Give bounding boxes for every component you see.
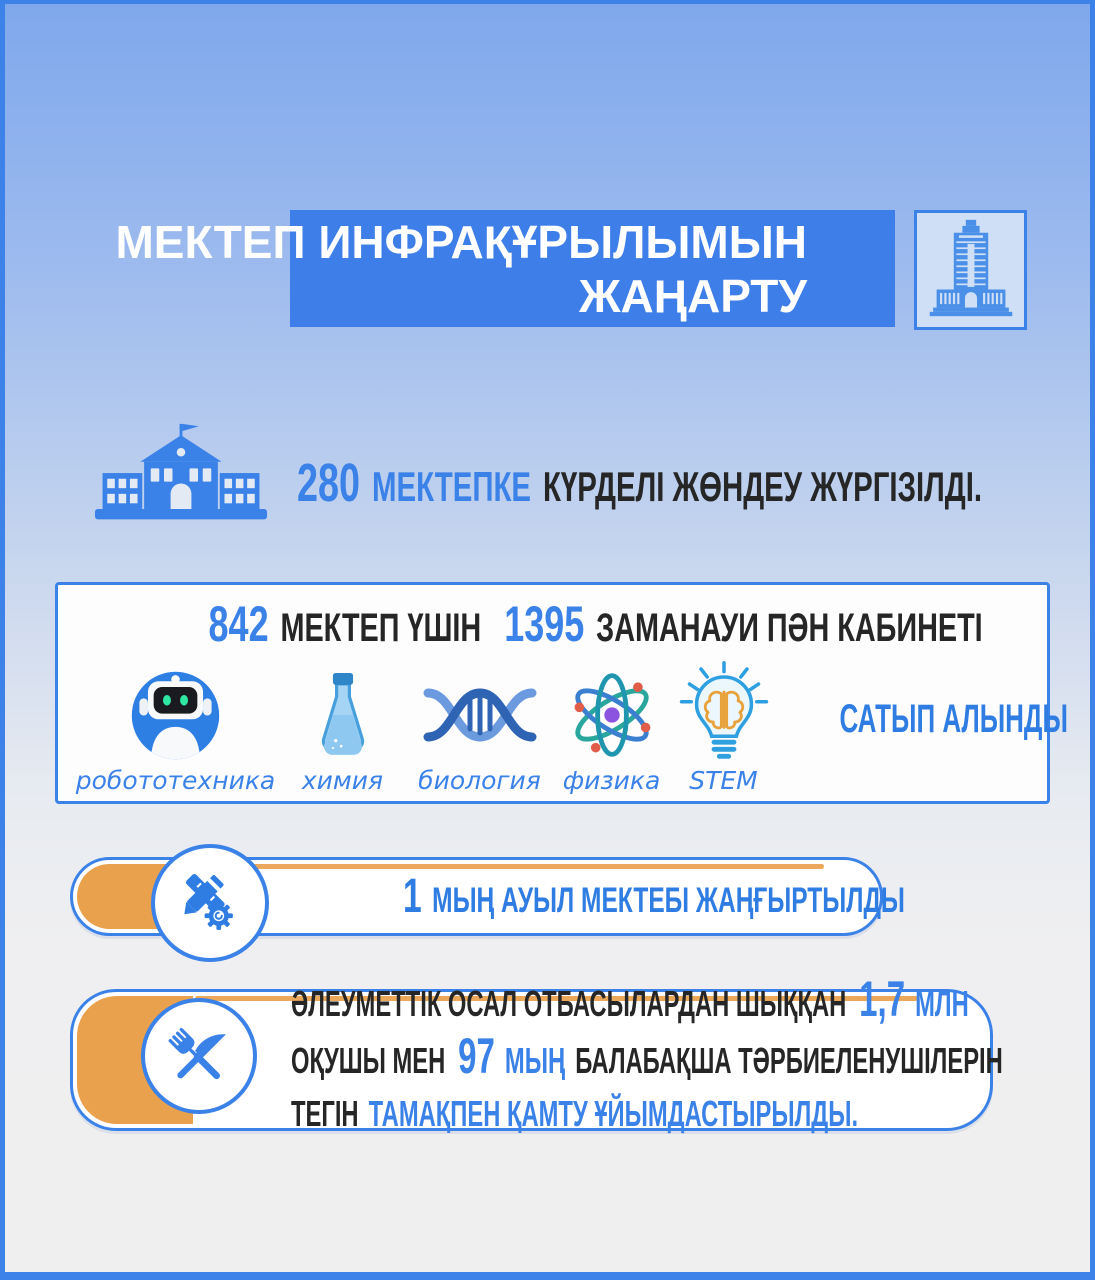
title-line-2: ЖАҢАРТУ [578, 269, 807, 322]
subject-stem: STEM [676, 661, 771, 797]
stem-bulb-icon [678, 661, 770, 765]
classrooms-cabinets-label: ЗАМАНАУИ ПӘН КАБИНЕТІ [596, 606, 983, 650]
classrooms-num-cabinets: 1395 [504, 596, 585, 652]
orange-accent-stripe [225, 864, 824, 869]
village-schools-text: 1 МЫҢ АУЫЛ МЕКТЕБІ ЖАҢҒЫРТЫЛДЫ [403, 860, 1090, 933]
subject-label: химия [301, 766, 384, 795]
government-building-box [914, 210, 1027, 330]
village-schools-pill: 1 МЫҢ АУЫЛ МЕКТЕБІ ЖАҢҒЫРТЫЛДЫ [70, 844, 905, 962]
purchased-label: САТЫП АЛЫНДЫ [839, 697, 1068, 741]
meals-line1-dark: ӘЛЕУМЕТТІК ОСАЛ ОТБАСЫЛАРДАН ШЫҚҚАН [291, 982, 847, 1024]
subject-physics: физика [559, 665, 664, 797]
subjects-row: робототехника химия [75, 661, 798, 797]
repairs-highlight: МЕКТЕПКЕ [372, 463, 532, 510]
repairs-rest: КҮРДЕЛІ ЖӨНДЕУ ЖҮРГІЗІЛДІ. [542, 463, 983, 510]
meals-line3-blue: ТАМАҚПЕН ҚАМТУ ҰЙЫМДАСТЫРЫЛДЫ. [368, 1092, 859, 1134]
flask-icon [311, 665, 375, 765]
free-meals-text: ӘЛЕУМЕТТІК ОСАЛ ОТБАСЫЛАРДАН ШЫҚҚАН 1,7 … [291, 974, 1090, 1134]
atom-icon [564, 665, 660, 765]
subject-chemistry: химия [285, 665, 400, 797]
classrooms-box: 842 МЕКТЕП ҮШІН 1395 ЗАМАНАУИ ПӘН КАБИНЕ… [55, 582, 1068, 804]
subject-label: биология [418, 766, 541, 795]
meals-line1-number: 1,7 [859, 970, 906, 1027]
meals-line2-dark2: БАЛАБАҚША ТӘРБИЕЛЕНУШІЛЕРІН [575, 1039, 1003, 1081]
meals-line2-dark1: ОҚУШЫ МЕН [291, 1039, 446, 1081]
school-building-icon [91, 422, 271, 526]
free-meals-pill: ӘЛЕУМЕТТІК ОСАЛ ОТБАСЫЛАРДАН ШЫҚҚАН 1,7 … [70, 974, 1003, 1134]
capital-repairs-text: 280 МЕКТЕПКЕ КҮРДЕЛІ ЖӨНДЕУ ЖҮРГІЗІЛДІ. [297, 442, 1090, 524]
repairs-number: 280 [297, 453, 361, 513]
classrooms-num-schools: 842 [208, 596, 269, 652]
subject-label: STEM [689, 766, 758, 795]
dna-icon [419, 665, 541, 765]
meals-line2-number: 97 [458, 1027, 495, 1084]
government-building-icon [928, 217, 1014, 324]
title-banner: МЕКТЕП ИНФРАҚҰРЫЛЫМЫН ЖАҢАРТУ [115, 210, 895, 327]
classrooms-heading: 842 МЕКТЕП ҮШІН 1395 ЗАМАНАУИ ПӘН КАБИНЕ… [58, 595, 1047, 653]
meals-line1-unit: МЛН [915, 982, 969, 1024]
village-schools-number: 1 [403, 870, 422, 923]
subject-label: робототехника [75, 766, 276, 795]
meals-line3-dark: ТЕГІН [291, 1092, 359, 1134]
village-schools-label: МЫҢ АУЫЛ МЕКТЕБІ ЖАҢҒЫРТЫЛДЫ [432, 881, 905, 920]
pencil-gear-icon [151, 844, 269, 962]
subject-biology: биология [412, 665, 547, 797]
subject-robotics: робототехника [75, 665, 276, 797]
classrooms-schools-label: МЕКТЕП ҮШІН [280, 606, 482, 650]
fork-knife-icon [141, 998, 257, 1114]
orange-accent-stripe [195, 996, 918, 1001]
title-line-1: МЕКТЕП ИНФРАҚҰРЫЛЫМЫН [115, 215, 807, 268]
robot-icon [128, 665, 223, 765]
meals-line2-unit: МЫҢ [504, 1039, 566, 1081]
subject-label: физика [562, 766, 661, 795]
